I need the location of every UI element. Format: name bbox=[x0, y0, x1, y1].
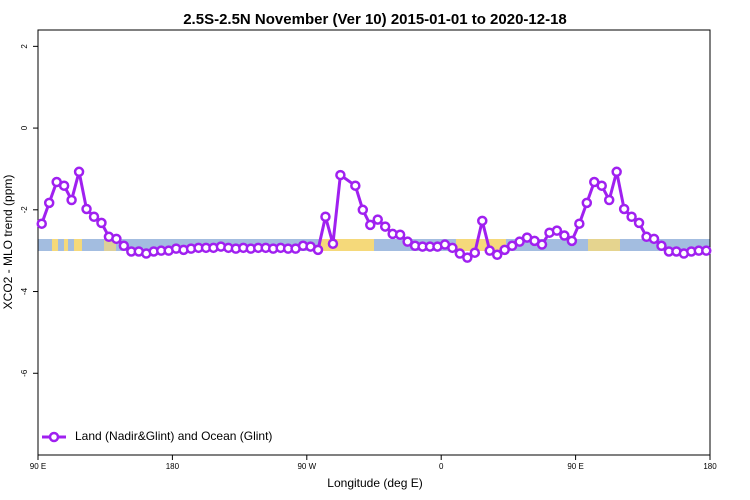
y-tick-label: 0 bbox=[20, 125, 29, 130]
data-point bbox=[58, 180, 70, 191]
data-point bbox=[365, 219, 376, 231]
data-point bbox=[506, 240, 518, 252]
y-axis-label: XCO2 - MLO trend (ppm) bbox=[1, 175, 15, 310]
legend-marker bbox=[48, 431, 60, 443]
data-point bbox=[394, 229, 406, 240]
data-point bbox=[350, 180, 361, 191]
data-point bbox=[499, 244, 510, 256]
data-point bbox=[81, 203, 92, 215]
data-point bbox=[581, 197, 593, 209]
data-point bbox=[320, 211, 331, 223]
data-point bbox=[611, 166, 622, 178]
x-tick-label: 0 bbox=[439, 462, 444, 471]
x-tick-label: 90 E bbox=[30, 462, 46, 471]
x-tick-label: 180 bbox=[166, 462, 180, 471]
data-point bbox=[43, 197, 55, 209]
data-point bbox=[559, 230, 570, 241]
plot-frame bbox=[37, 29, 711, 456]
x-tick-label: 90 W bbox=[297, 462, 316, 471]
y-tick-label: -6 bbox=[20, 369, 29, 377]
data-point bbox=[447, 242, 458, 254]
y-tick-label: 2 bbox=[20, 44, 29, 49]
data-point bbox=[327, 238, 339, 249]
data-point bbox=[469, 247, 481, 258]
data-point bbox=[551, 225, 563, 236]
data-point bbox=[379, 221, 391, 232]
data-point bbox=[566, 235, 578, 247]
data-point bbox=[357, 204, 369, 216]
data-point bbox=[477, 215, 488, 227]
data-point bbox=[454, 248, 466, 259]
y-tick-label: -2 bbox=[20, 206, 29, 214]
data-point bbox=[701, 245, 712, 256]
x-axis-label: Longitude (deg E) bbox=[327, 476, 422, 490]
data-point bbox=[618, 203, 630, 215]
data-point bbox=[36, 218, 47, 229]
data-point bbox=[574, 218, 585, 229]
data-point bbox=[372, 214, 383, 225]
data-point bbox=[648, 233, 660, 245]
data-point bbox=[596, 180, 607, 191]
data-point bbox=[111, 233, 122, 245]
legend-label: Land (Nadir&Glint) and Ocean (Glint) bbox=[75, 429, 272, 443]
data-point bbox=[118, 240, 130, 252]
data-point bbox=[462, 252, 473, 263]
x-tick-label: 180 bbox=[703, 462, 717, 471]
data-point bbox=[335, 169, 346, 181]
data-point bbox=[73, 166, 85, 178]
data-point bbox=[633, 217, 645, 229]
data-point bbox=[312, 244, 324, 256]
data-point bbox=[88, 211, 100, 223]
data-point bbox=[656, 240, 667, 252]
data-point bbox=[402, 236, 413, 247]
chart-title: 2.5S-2.5N November (Ver 10) 2015-01-01 t… bbox=[183, 11, 567, 28]
data-point bbox=[536, 239, 548, 250]
data-point bbox=[484, 245, 495, 256]
data-point bbox=[491, 249, 503, 261]
y-tick-label: -4 bbox=[20, 287, 29, 295]
data-point bbox=[514, 236, 525, 247]
data-point bbox=[66, 194, 77, 206]
data-point bbox=[626, 211, 637, 223]
data-point bbox=[603, 194, 615, 206]
data-point bbox=[96, 217, 107, 229]
x-tick-label: 90 E bbox=[567, 462, 583, 471]
